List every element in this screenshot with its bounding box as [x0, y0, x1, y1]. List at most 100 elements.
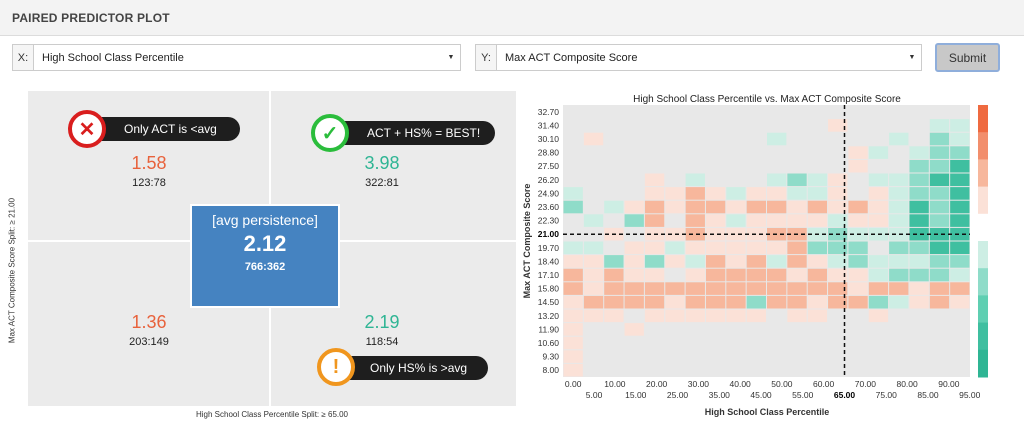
heatmap-cell: [767, 268, 787, 282]
heatmap-cell: [665, 200, 685, 214]
heatmap-cell: [868, 295, 889, 309]
heatmap-cell: [624, 282, 644, 295]
heatmap-cell: [685, 187, 705, 200]
y-variable-select[interactable]: Y: Max ACT Composite Score ▼: [475, 44, 922, 71]
heatmap-x-axis-label: High School Class Percentile: [705, 407, 830, 417]
heatmap-cell: [705, 214, 726, 227]
heatmap-cell: [665, 282, 685, 295]
legend-swatch: [978, 213, 988, 242]
heatmap-cell: [929, 132, 950, 146]
heatmap-cell: [746, 187, 766, 200]
heatmap-cell: [767, 187, 787, 200]
heatmap-cell: [665, 187, 685, 200]
heatmap-cell: [950, 119, 970, 132]
heatmap-cell: [604, 282, 624, 295]
y-tick-label: 14.50: [538, 297, 560, 307]
submit-button[interactable]: Submit: [935, 43, 1000, 72]
y-tick-label: 23.60: [538, 202, 560, 212]
x-tick-label: 80.00: [896, 379, 918, 389]
heatmap-cell: [868, 282, 889, 295]
heatmap-cell: [889, 214, 909, 227]
quadrant-top-left-value: 1.58: [131, 153, 167, 173]
quadrant-top-left-counts: 123:78: [132, 177, 166, 189]
legend-swatch: [978, 349, 988, 378]
heatmap-cell: [563, 309, 583, 323]
heatmap-cell: [807, 214, 828, 227]
heatmap-cell: [583, 309, 604, 323]
heatmap-cell: [909, 173, 929, 187]
quadrant-top-right-value: 3.98: [364, 153, 400, 173]
heatmap-cell: [644, 200, 665, 214]
heatmap-cell: [746, 268, 766, 282]
heatmap-cell: [950, 241, 970, 255]
heatmap-cell: [644, 268, 665, 282]
legend-swatch: [978, 186, 988, 215]
heatmap-cell: [909, 295, 929, 309]
heatmap-cell: [787, 241, 807, 255]
heatmap-cell: [563, 363, 583, 377]
x-tick-label: 45.00: [750, 390, 772, 400]
avg-value: 2.12: [243, 231, 287, 256]
legend-swatch: [978, 132, 988, 160]
heatmap-cell: [705, 255, 726, 268]
chevron-down-icon[interactable]: ▼: [908, 54, 916, 61]
heatmap-cell: [563, 336, 583, 350]
heatmap-cell: [950, 268, 970, 282]
heatmap-cell: [868, 268, 889, 282]
heatmap-cell: [604, 268, 624, 282]
x-tick-label: 75.00: [876, 390, 898, 400]
heatmap-cell: [583, 255, 604, 268]
heatmap-cell: [685, 214, 705, 227]
y-tick-label: 27.50: [538, 161, 560, 171]
heatmap-cell: [950, 159, 970, 173]
heatmap-cell: [583, 282, 604, 295]
panel-title: PAIRED PREDICTOR PLOT: [12, 11, 170, 25]
x-tick-label: 0.00: [565, 379, 582, 389]
heatmap-cell: [726, 268, 746, 282]
y-select-prefix: Y:: [476, 45, 497, 70]
y-tick-label: 32.70: [538, 107, 560, 117]
x-tick-label: 85.00: [917, 390, 939, 400]
heatmap-cell: [828, 187, 848, 200]
heatmap-cell: [726, 282, 746, 295]
heatmap-cell: [787, 268, 807, 282]
check-icon: ✓: [311, 114, 349, 152]
badge-label: ACT + HS% = BEST!: [367, 126, 481, 140]
heatmap-cell: [726, 227, 746, 241]
heatmap-cell: [848, 282, 868, 295]
y-tick-label: 13.20: [538, 311, 560, 321]
x-tick-label: 20.00: [646, 379, 668, 389]
heatmap-cell: [644, 295, 665, 309]
heatmap-cell: [665, 241, 685, 255]
heatmap-cell: [624, 214, 644, 227]
heatmap-cell: [828, 295, 848, 309]
heatmap-cell: [807, 241, 828, 255]
heatmap-cell: [848, 200, 868, 214]
heatmap-cell: [929, 200, 950, 214]
heatmap-cell: [746, 309, 766, 323]
x-tick-label: 95.00: [959, 390, 981, 400]
y-tick-label: 9.30: [542, 352, 559, 362]
quadrant-bottom-right-counts: 118:54: [365, 336, 399, 348]
heatmap-cell: [583, 241, 604, 255]
heatmap-cell: [624, 295, 644, 309]
heatmap-cell: [848, 159, 868, 173]
heatmap-cell: [950, 200, 970, 214]
panel-header: PAIRED PREDICTOR PLOT: [0, 0, 1024, 36]
chevron-down-icon[interactable]: ▼: [447, 54, 455, 61]
heatmap-cell: [889, 295, 909, 309]
heatmap-cell: [929, 173, 950, 187]
x-icon: ✕: [68, 110, 106, 148]
legend-swatch: [978, 241, 988, 269]
heatmap-cell: [604, 295, 624, 309]
avg-label: [avg persistence]: [212, 212, 318, 228]
heatmap-cell: [828, 173, 848, 187]
heatmap-cell: [828, 255, 848, 268]
x-tick-label: 90.00: [938, 379, 960, 389]
heatmap-cell: [767, 132, 787, 146]
legend-swatch: [978, 268, 988, 296]
badge-only-hs-above-avg: Only HS% is >avg: [338, 356, 488, 380]
x-variable-select[interactable]: X: High School Class Percentile ▼: [12, 44, 461, 71]
heatmap-cell: [868, 146, 889, 159]
heatmap-cell: [848, 268, 868, 282]
